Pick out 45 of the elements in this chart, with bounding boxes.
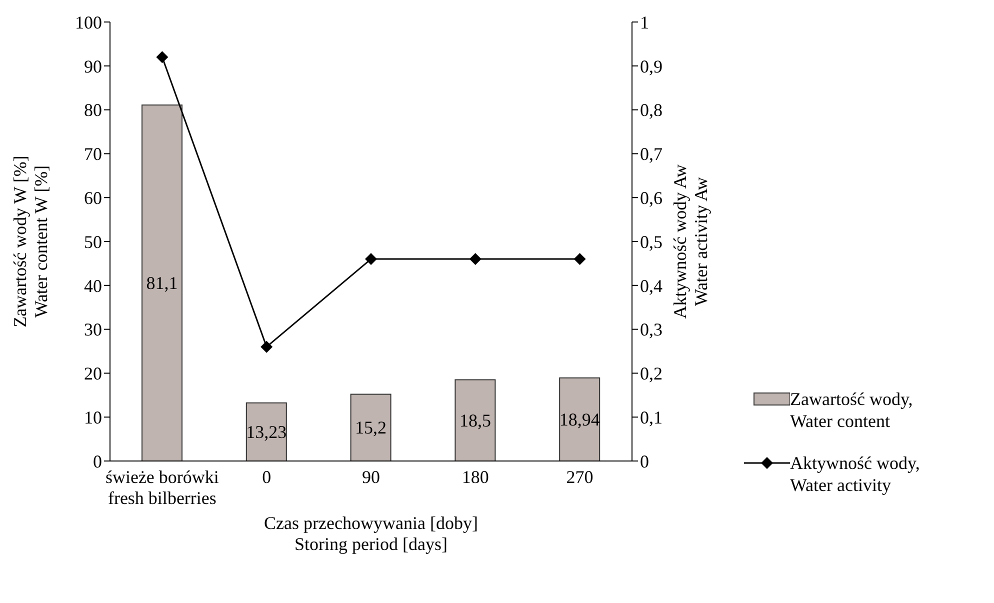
bar — [142, 104, 182, 461]
y-tick-label: 100 — [75, 12, 102, 32]
y2-tick-label: 0,5 — [640, 232, 662, 252]
y2-tick-label: 0,6 — [640, 188, 662, 208]
y2-tick-label: 0,8 — [640, 100, 662, 120]
x-axis-title: Czas przechowywania [doby] Storing period [days] — [264, 513, 478, 554]
bar — [454, 379, 496, 461]
point — [365, 253, 377, 266]
y-tick-label: 60 — [84, 188, 102, 208]
y2-tick-label: 0,1 — [640, 407, 662, 428]
data-label: 81,1 — [146, 272, 178, 293]
point — [260, 340, 273, 353]
y2-tick-label: 0,4 — [640, 276, 662, 296]
y2-tick-label: 0,3 — [640, 320, 662, 340]
x-tick-label: 0 — [262, 467, 272, 487]
legend-label: Zawartość wody, Water content — [790, 388, 913, 432]
y2-axis-title: Aktywność wody Aw Water activity Aw — [670, 164, 711, 319]
legend-label: Aktywność wody, Water activity — [790, 452, 920, 496]
x-tick-label: 180 — [462, 467, 489, 487]
y-tick-label: 20 — [84, 364, 102, 384]
bar — [246, 402, 287, 461]
point — [574, 253, 586, 266]
y-tick-label: 50 — [84, 232, 102, 252]
x-tick-label: świeże borówki fresh bilberries — [105, 467, 219, 508]
data-label: 13,23 — [246, 422, 287, 442]
y-tick-label: 90 — [84, 56, 102, 76]
y-axis-title: Zawartość wody W [%] Water content W [%] — [10, 156, 51, 328]
point — [469, 253, 482, 266]
data-label: 18,5 — [459, 410, 491, 430]
data-label: 15,2 — [355, 418, 387, 438]
y-tick-label: 70 — [84, 144, 102, 164]
y2-tick-label: 0,9 — [640, 56, 662, 76]
y2-tick-label: 1 — [640, 12, 649, 32]
y-tick-label: 0 — [93, 451, 102, 472]
y-tick-label: 10 — [84, 407, 102, 428]
point — [156, 51, 168, 64]
bar — [350, 394, 392, 461]
y2-tick-label: 0 — [640, 451, 649, 472]
y2-tick-label: 0,2 — [640, 364, 662, 384]
y2-tick-label: 0,7 — [640, 144, 662, 164]
y-tick-label: 40 — [84, 276, 102, 296]
y-tick-label: 30 — [84, 320, 102, 340]
x-tick-label: 270 — [566, 467, 594, 487]
y-tick-label: 80 — [84, 100, 102, 120]
x-tick-label: 90 — [362, 467, 380, 487]
